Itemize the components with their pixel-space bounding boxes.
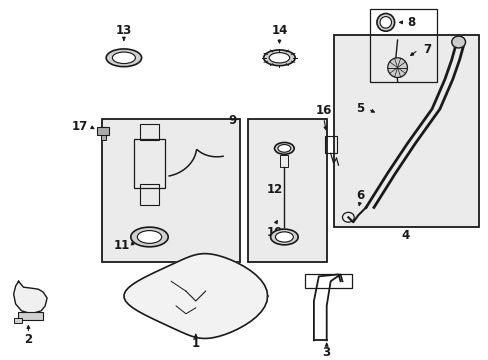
Bar — [305, 274, 351, 288]
Text: 6: 6 — [355, 189, 364, 202]
Ellipse shape — [269, 53, 289, 63]
Text: 4: 4 — [401, 229, 409, 242]
Ellipse shape — [270, 229, 298, 245]
Text: 8: 8 — [407, 16, 415, 29]
Ellipse shape — [112, 52, 135, 64]
Ellipse shape — [277, 144, 290, 152]
Text: 2: 2 — [24, 333, 32, 346]
Ellipse shape — [274, 143, 294, 154]
Bar — [134, 139, 165, 188]
Ellipse shape — [106, 49, 142, 67]
Bar — [18, 312, 43, 320]
Ellipse shape — [130, 227, 168, 247]
Bar — [333, 35, 478, 227]
Bar — [102, 119, 240, 262]
Text: 5: 5 — [355, 103, 364, 116]
Bar — [140, 124, 159, 140]
Polygon shape — [124, 253, 267, 338]
Bar — [280, 155, 288, 167]
Ellipse shape — [451, 36, 465, 48]
Bar — [140, 184, 159, 206]
Ellipse shape — [275, 232, 293, 242]
Bar — [97, 127, 109, 135]
Ellipse shape — [376, 13, 394, 31]
Bar — [324, 136, 336, 153]
Ellipse shape — [137, 230, 162, 243]
Text: 17: 17 — [71, 120, 87, 133]
Ellipse shape — [379, 17, 391, 28]
Text: 3: 3 — [322, 346, 330, 359]
Ellipse shape — [387, 58, 407, 77]
Bar — [247, 119, 326, 262]
Polygon shape — [14, 281, 47, 314]
Bar — [14, 318, 21, 323]
Text: 12: 12 — [266, 183, 282, 196]
Text: 10: 10 — [266, 226, 282, 239]
Text: 7: 7 — [422, 44, 430, 57]
Bar — [101, 135, 106, 140]
Text: 11: 11 — [114, 239, 130, 252]
Bar — [369, 9, 436, 82]
Text: 16: 16 — [315, 104, 331, 117]
Ellipse shape — [263, 50, 295, 66]
Text: 13: 13 — [116, 24, 132, 37]
Text: 9: 9 — [227, 114, 236, 127]
Text: 1: 1 — [191, 337, 200, 350]
Text: 14: 14 — [271, 24, 287, 37]
